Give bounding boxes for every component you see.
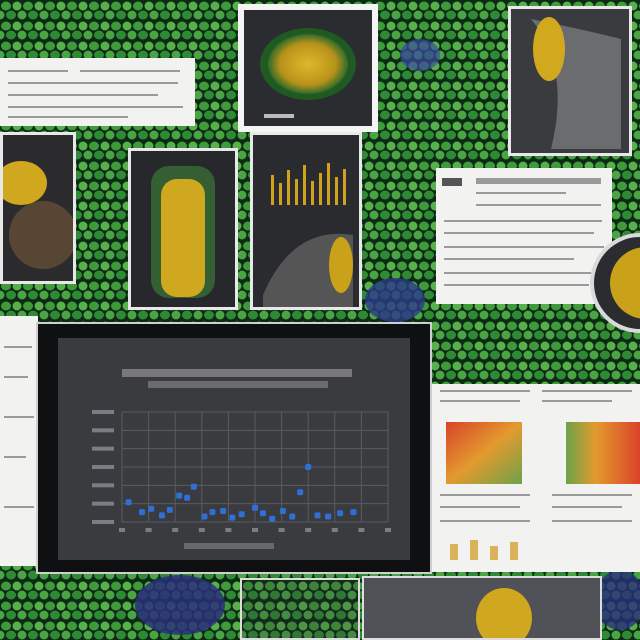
scatter-point: [279, 508, 286, 514]
scatter-point: [229, 514, 236, 521]
x-tick-label: [358, 528, 365, 532]
y-tick-label: [92, 410, 114, 414]
mini-bar-chart: [446, 538, 536, 560]
y-tick-label: [92, 446, 114, 451]
scatter-point: [166, 506, 173, 513]
scatter-point: [269, 515, 276, 522]
bottom-panel-center: [240, 578, 360, 640]
scatter-point: [314, 512, 321, 519]
x-tick-label: [278, 528, 285, 532]
scatter-point: [238, 511, 245, 518]
scatter-point: [201, 513, 208, 520]
x-tick-label: [252, 528, 258, 532]
yellow-column-panel: [128, 148, 238, 310]
scatter-chart-monitor: [36, 322, 432, 574]
y-tick-label: [92, 501, 114, 506]
yellow-cell-panel-top: [238, 4, 378, 132]
x-tick-label: [145, 528, 152, 532]
y-tick-label: [92, 465, 114, 469]
scatter-point: [158, 512, 165, 519]
bottom-panel-right: [362, 576, 602, 640]
scatter-point: [305, 464, 312, 470]
chart-title: [122, 369, 352, 388]
scatter-point: [209, 509, 216, 516]
scatter-point: [252, 504, 258, 511]
heatmap-left: [446, 422, 522, 484]
scatter-point: [350, 509, 357, 516]
scatter-point: [325, 513, 332, 520]
x-tick-label: [225, 528, 232, 532]
scatter-point: [220, 508, 227, 514]
dark-tissue-panel-top-right: [508, 6, 632, 156]
x-tick-label: [305, 528, 312, 532]
x-tick-label: [331, 528, 338, 532]
circle-lens-right: [590, 233, 640, 333]
document-right: [436, 168, 612, 304]
scatter-point: [138, 509, 145, 516]
scatter-point: [176, 492, 183, 499]
scatter-chart: [58, 338, 410, 560]
y-tick-label: [92, 520, 114, 524]
heatmap-right: [566, 422, 640, 484]
x-tick-label: [198, 528, 205, 532]
scatter-point: [297, 489, 304, 496]
histogram-panel: [250, 132, 362, 310]
x-tick-label: [385, 528, 391, 532]
yellow-blob-panel-left: [0, 132, 76, 284]
document-left-edge: [0, 316, 38, 566]
scatter-point: [184, 494, 191, 501]
scatter-point: [289, 513, 296, 520]
scatter-point: [259, 510, 266, 517]
x-tick-label: [119, 528, 125, 532]
scatter-point: [190, 483, 197, 490]
y-tick-label: [92, 428, 114, 433]
scatter-point: [148, 505, 155, 512]
document-strip-top-left: [0, 58, 195, 126]
x-axis-title: [184, 543, 274, 549]
heatmap-document: [432, 384, 640, 572]
scatter-point: [125, 499, 132, 506]
y-tick-label: [92, 483, 114, 488]
x-tick-label: [172, 528, 179, 532]
scatter-point: [337, 510, 344, 517]
